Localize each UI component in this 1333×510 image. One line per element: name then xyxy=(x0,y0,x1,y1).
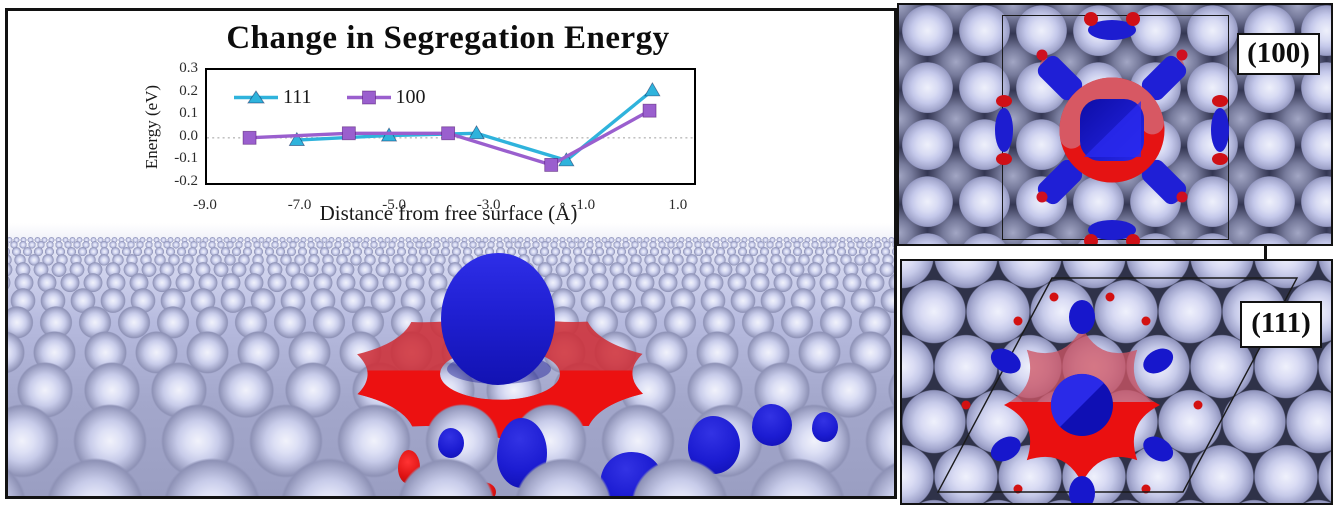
marker-triangle xyxy=(468,124,485,140)
legend-label: 100 xyxy=(395,86,426,108)
x-axis-label: Distance from free surface (Å) xyxy=(319,201,578,225)
atom-row xyxy=(8,237,894,244)
blue-lobe xyxy=(990,436,1021,462)
x-axis-ticks: -9.0 -7.0 -5.0 -3.0 -1.0 1.0 xyxy=(193,197,692,215)
legend-item-100: 100 xyxy=(346,86,426,109)
chart-legend: 111 100 xyxy=(233,86,426,109)
blue-lobe xyxy=(990,348,1021,374)
y-tick-label: -0.1 xyxy=(174,150,198,167)
isosurface-111 xyxy=(936,277,1299,503)
red-dot xyxy=(1176,49,1188,61)
y-tick-label: 0.2 xyxy=(179,82,198,99)
panel-connector-line xyxy=(1264,245,1267,261)
red-cap xyxy=(1212,95,1228,107)
blue-lobe xyxy=(995,108,1013,152)
blue-isosurface-blob xyxy=(438,428,464,458)
atom-row xyxy=(8,458,894,496)
y-tick-label: 0.3 xyxy=(179,60,198,76)
blue-lobe xyxy=(1211,108,1229,152)
x-tick-label: -7.0 xyxy=(287,197,312,213)
red-crevice xyxy=(961,400,971,410)
chart-title: Change in Segregation Energy xyxy=(226,20,670,56)
core-highlight xyxy=(1050,373,1104,427)
surface-3d-render xyxy=(8,223,894,496)
main-figure-panel: Change in Segregation Energy Energy (eV)… xyxy=(5,8,897,499)
red-crevice xyxy=(1049,292,1059,302)
blue-lobe xyxy=(1069,300,1095,334)
legend-marker xyxy=(234,90,278,104)
panel-111-topview: (111) xyxy=(900,259,1333,505)
red-dot xyxy=(1176,191,1188,203)
red-dot xyxy=(1036,49,1048,61)
blue-lobe xyxy=(1037,159,1083,205)
red-star-top xyxy=(1009,327,1155,402)
blue-cap xyxy=(1088,20,1136,40)
core-highlight xyxy=(1084,101,1141,157)
red-crevice xyxy=(1141,484,1151,494)
red-crevice xyxy=(1013,484,1023,494)
red-crevice xyxy=(1193,400,1203,410)
marker-triangle xyxy=(288,131,306,146)
red-ear xyxy=(1084,234,1098,244)
marker-square xyxy=(341,126,356,141)
x-tick-label: -9.0 xyxy=(193,197,217,213)
plot-area: 111 100 xyxy=(205,68,696,185)
blue-lobe xyxy=(1141,159,1187,205)
red-ear xyxy=(1084,12,1098,26)
y-tick-label: -0.2 xyxy=(174,173,198,189)
x-tick-label: -3.0 xyxy=(476,197,501,213)
red-cap xyxy=(996,95,1012,107)
legend-item-111: 111 xyxy=(233,86,312,109)
atom-row xyxy=(8,247,894,258)
legend-marker xyxy=(346,90,391,105)
x-tick-label: -5.0 xyxy=(382,197,406,213)
blue-cap xyxy=(1088,220,1136,240)
panel-label-100: (100) xyxy=(1237,33,1320,75)
blue-lobe xyxy=(1037,55,1083,101)
marker-square xyxy=(441,126,456,141)
red-dot xyxy=(1036,191,1048,203)
unit-cell-outline-111 xyxy=(936,277,1299,493)
atom-lattice-100 xyxy=(899,5,1331,244)
red-cap xyxy=(996,153,1012,165)
chart-series-svg xyxy=(207,82,694,172)
blue-isosurface-blob xyxy=(752,404,792,446)
marker-square xyxy=(242,130,257,145)
legend-label: 111 xyxy=(283,86,312,108)
blue-lobe xyxy=(1143,348,1174,374)
blue-lobe xyxy=(1143,436,1174,462)
x-tick-label: 1.0 xyxy=(668,197,688,213)
y-tick-label: 0.0 xyxy=(179,127,198,144)
marker-square xyxy=(544,158,559,172)
blue-lobe xyxy=(1069,476,1095,503)
red-cap xyxy=(1212,153,1228,165)
red-ear xyxy=(1126,234,1140,244)
marker-square xyxy=(642,103,657,118)
pink-ring-arc xyxy=(1059,77,1164,149)
red-crevice xyxy=(1105,292,1115,302)
red-crevice xyxy=(1141,316,1151,326)
red-crevice xyxy=(1013,316,1023,326)
blue-isosurface-blob xyxy=(812,412,838,442)
blue-lobe xyxy=(1141,55,1187,101)
panel-100-topview: (100) xyxy=(897,3,1333,246)
atom-row xyxy=(8,241,894,250)
blue-dome xyxy=(441,253,555,385)
marker-triangle xyxy=(644,82,661,97)
red-ear xyxy=(1126,12,1140,26)
y-tick-label: 0.1 xyxy=(179,105,198,122)
panel-label-111: (111) xyxy=(1240,301,1322,348)
x-tick-label: -1.0 xyxy=(571,197,596,213)
isosurface-100 xyxy=(995,12,1229,244)
y-axis-ticks: 0.3 0.2 0.1 0.0 -0.1 -0.2 xyxy=(154,61,198,189)
red-star-bottom xyxy=(1004,402,1160,483)
